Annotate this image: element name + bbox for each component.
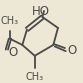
Text: O: O <box>67 44 77 57</box>
Text: CH₃: CH₃ <box>1 16 19 26</box>
Text: O: O <box>9 46 18 59</box>
Text: CH₃: CH₃ <box>26 72 44 82</box>
Text: HO: HO <box>32 5 50 18</box>
